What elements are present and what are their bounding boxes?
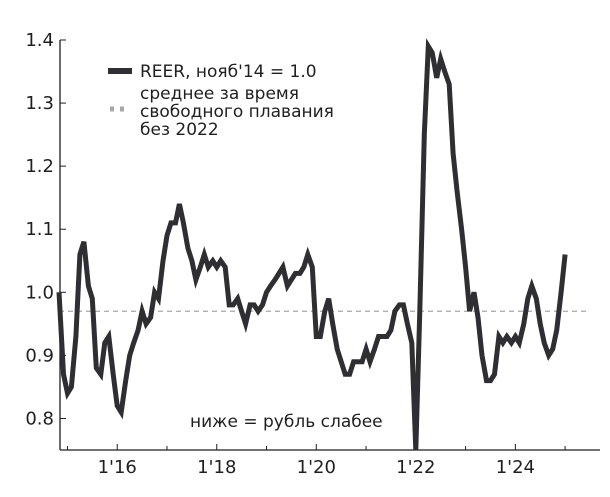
y-tick-label: 1.2 — [25, 156, 54, 177]
x-tick-label: 1'24 — [496, 457, 535, 478]
series-line-reer — [56, 38, 568, 451]
y-tick-label: 0.9 — [25, 345, 54, 366]
legend-label-average-line2: свободного плавания — [140, 102, 334, 122]
y-tick-label: 0.8 — [25, 408, 54, 429]
legend-label-reer: REER, нояб'14 = 1.0 — [140, 62, 317, 82]
x-tick-label: 1'20 — [297, 457, 336, 478]
x-tick-label: 1'16 — [98, 457, 137, 478]
x-ticks: 1'16 1'18 1'20 1'22 1'24 — [66, 444, 566, 478]
chart-annotation: ниже = рубль слабее — [190, 412, 383, 432]
axes — [59, 40, 600, 451]
legend-label-average-line1: среднее за время — [140, 84, 299, 104]
series-layer — [56, 38, 590, 451]
y-ticks: 0.8 0.9 1.0 1.1 1.2 1.3 1.4 — [25, 30, 66, 429]
y-tick-label: 1.3 — [25, 93, 54, 114]
y-tick-label: 1.1 — [25, 219, 54, 240]
y-tick-label: 1.4 — [25, 30, 54, 51]
x-tick-label: 1'18 — [197, 457, 236, 478]
legend: REER, нояб'14 = 1.0 среднее за время сво… — [108, 62, 334, 140]
x-tick-label: 1'22 — [396, 457, 435, 478]
y-tick-label: 1.0 — [25, 282, 54, 303]
legend-label-average-line3: без 2022 — [140, 120, 219, 140]
